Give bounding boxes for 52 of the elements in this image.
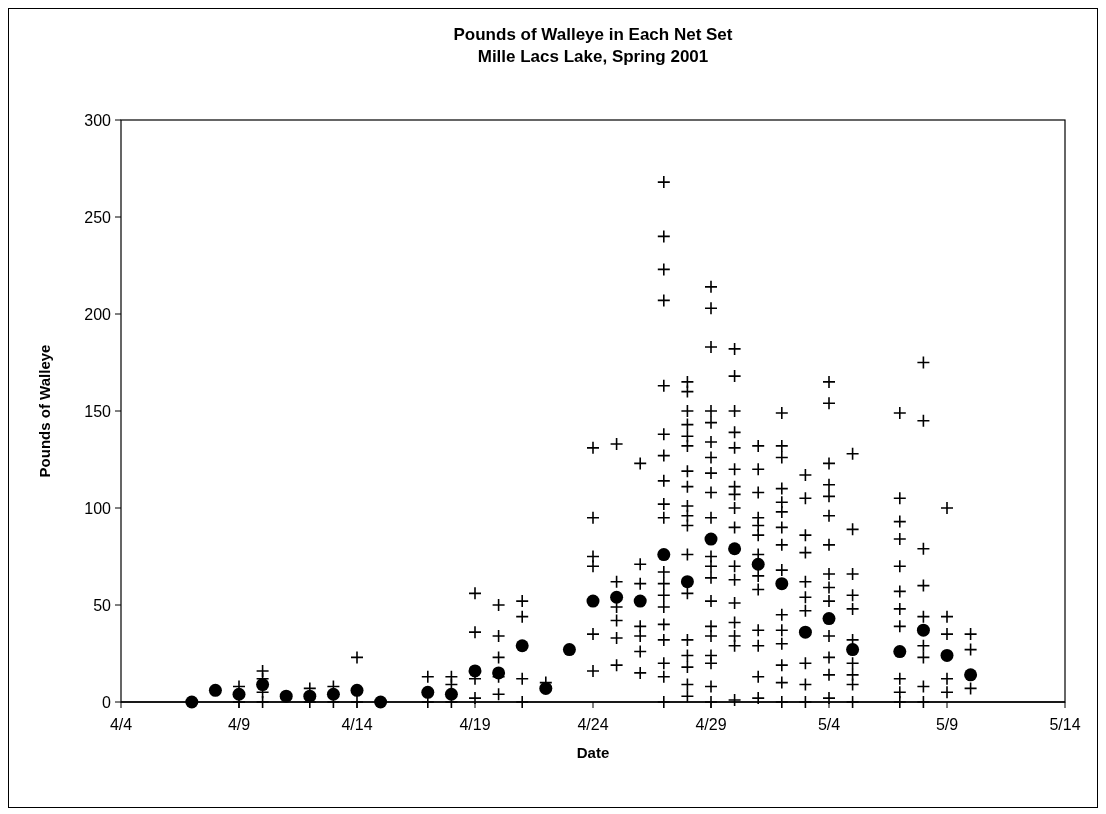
x-tick-label: 5/9 <box>935 716 959 733</box>
y-tick-label: 100 <box>84 499 112 517</box>
point <box>728 542 742 556</box>
point <box>444 687 458 701</box>
y-axis-title: Pounds of Walleye <box>36 344 53 478</box>
y-tick-label: 200 <box>84 305 112 323</box>
point <box>326 687 340 701</box>
point <box>704 532 718 546</box>
point <box>232 687 246 701</box>
point <box>539 681 553 695</box>
x-tick-label: 4/4 <box>109 716 133 733</box>
x-tick-label: 5/14 <box>1049 716 1081 733</box>
x-tick-label: 4/19 <box>459 716 491 733</box>
x-tick-label: 4/24 <box>577 716 609 733</box>
y-tick-label: 250 <box>84 208 112 226</box>
point <box>610 590 624 604</box>
x-tick-label: 5/4 <box>817 716 841 733</box>
point <box>657 548 671 562</box>
point <box>964 668 978 682</box>
point <box>515 639 529 653</box>
point <box>208 683 222 697</box>
x-tick-label: 4/14 <box>341 716 373 733</box>
point <box>256 678 270 692</box>
point <box>633 594 647 608</box>
y-tick-label: 300 <box>84 111 112 129</box>
point <box>680 575 694 589</box>
point <box>374 695 388 709</box>
y-tick-label: 0 <box>102 693 112 711</box>
point <box>279 689 293 703</box>
point <box>916 623 930 637</box>
point <box>798 625 812 639</box>
point <box>893 645 907 659</box>
point <box>468 664 482 678</box>
point <box>185 695 199 709</box>
point <box>846 643 860 657</box>
chart-title: Pounds of Walleye in Each Net Set <box>453 25 733 44</box>
point <box>586 594 600 608</box>
point <box>303 689 317 703</box>
point <box>940 648 954 662</box>
point <box>492 666 506 680</box>
point <box>751 557 765 571</box>
point <box>562 643 576 657</box>
y-tick-label: 50 <box>93 596 112 614</box>
point <box>822 612 836 626</box>
point <box>350 683 364 697</box>
x-tick-label: 4/9 <box>227 716 251 733</box>
x-tick-label: 4/29 <box>695 716 727 733</box>
point <box>421 685 435 699</box>
y-tick-label: 150 <box>84 402 112 420</box>
chart-subtitle: Mille Lacs Lake, Spring 2001 <box>477 47 709 66</box>
point <box>775 577 789 591</box>
x-axis-title: Date <box>576 744 610 761</box>
